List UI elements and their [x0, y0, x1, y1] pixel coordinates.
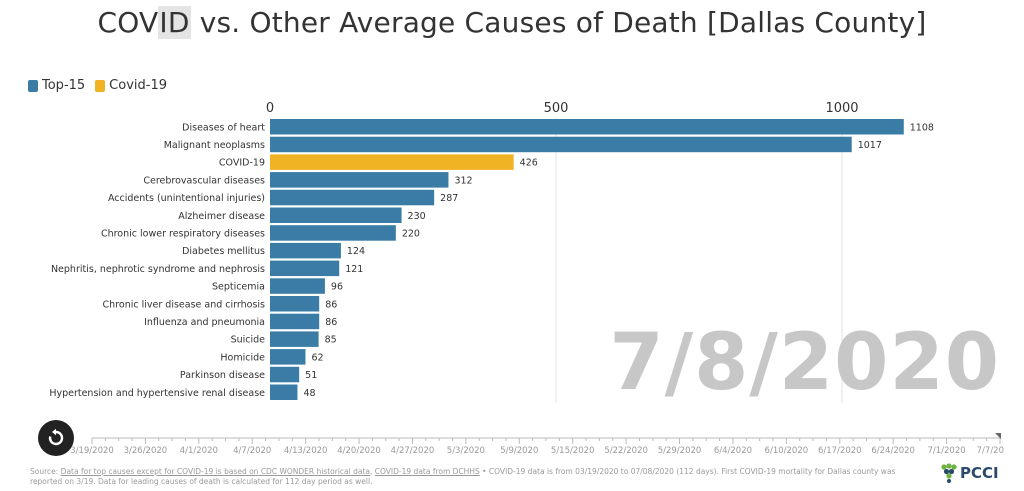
data-label: 1108	[910, 122, 934, 133]
replay-button[interactable]	[38, 420, 74, 456]
replay-icon	[48, 428, 64, 446]
pcci-logo: PCCI	[940, 462, 999, 484]
x-tick-label: 500	[544, 101, 569, 116]
bar	[270, 207, 402, 223]
category-label: Diabetes mellitus	[182, 246, 265, 257]
category-label: COVID-19	[219, 158, 265, 169]
timeline-label: 4/27/2020	[391, 446, 435, 456]
x-tick-label: 1000	[825, 101, 858, 116]
bar	[270, 349, 306, 365]
data-label: 86	[325, 299, 337, 310]
data-label: 426	[520, 158, 538, 169]
legend-swatch-covid	[95, 79, 106, 92]
timeline-label: 7/1/2020	[927, 446, 965, 456]
bar	[270, 119, 904, 135]
data-label: 230	[408, 211, 426, 222]
data-label: 96	[331, 282, 343, 293]
timeline-handle[interactable]	[995, 433, 1001, 439]
category-label: Hypertension and hypertensive renal dise…	[49, 388, 265, 399]
legend-label-covid: Covid-19	[109, 78, 167, 93]
timeline-label: 5/29/2020	[658, 446, 702, 456]
bar	[270, 296, 320, 312]
data-label: 1017	[858, 140, 882, 151]
current-date: 7/8/2020	[609, 318, 1000, 408]
legend: Top-15 Covid-19	[28, 78, 167, 93]
timeline-label: 6/10/2020	[765, 446, 809, 456]
source-link-cdc[interactable]: Data for top causes except for COVID-19 …	[60, 467, 371, 476]
data-label: 312	[454, 175, 472, 186]
timeline-label: 3/26/2020	[124, 446, 168, 456]
timeline-label: 5/3/2020	[447, 446, 485, 456]
title-highlight: ID	[158, 6, 191, 39]
bar	[270, 225, 396, 241]
bar	[270, 242, 341, 259]
timeline-label: 6/24/2020	[871, 446, 915, 456]
data-label: 124	[347, 246, 365, 257]
bar	[270, 154, 514, 170]
source-link-dchhs[interactable]: COVID-19 data from DCHHS	[374, 467, 480, 476]
data-label: 220	[402, 228, 420, 239]
category-label: Alzheimer disease	[178, 211, 265, 222]
data-label: 85	[325, 335, 337, 346]
grape-cluster-icon	[941, 463, 957, 483]
legend-item-top15[interactable]: Top-15	[28, 78, 85, 93]
category-label: Malignant neoplasms	[164, 140, 265, 151]
data-label: 62	[311, 352, 323, 363]
timeline-label: 4/13/2020	[284, 446, 328, 456]
legend-swatch-top15	[28, 79, 38, 92]
category-label: Homicide	[220, 352, 265, 363]
category-label: Suicide	[231, 335, 266, 346]
timeline-label: 5/15/2020	[551, 446, 595, 456]
timeline-label: 4/1/2020	[180, 446, 218, 456]
bar	[270, 278, 325, 294]
legend-item-covid[interactable]: Covid-19	[95, 78, 167, 93]
bar	[270, 172, 449, 188]
timeline-label: 3/19/2020	[70, 446, 114, 456]
category-label: Influenza and pneumonia	[144, 317, 265, 328]
bar	[270, 366, 300, 383]
category-label: Accidents (unintentional injuries)	[108, 193, 265, 204]
timeline-label: 6/4/2020	[714, 446, 752, 456]
category-label: Chronic lower respiratory diseases	[101, 228, 265, 239]
timeline-label: 6/17/2020	[818, 446, 862, 456]
category-label: Cerebrovascular diseases	[143, 175, 265, 186]
data-label: 48	[303, 388, 315, 399]
timeline-label: 7/7/20	[977, 446, 1004, 456]
bar	[270, 136, 852, 153]
timeline-label: 5/9/2020	[500, 446, 538, 456]
timeline-label: 4/20/2020	[337, 446, 381, 456]
bar	[270, 313, 320, 330]
bar	[270, 189, 435, 206]
timeline-label: 5/22/2020	[604, 446, 648, 456]
category-label: Chronic liver disease and cirrhosis	[103, 299, 265, 310]
data-label: 51	[305, 370, 317, 381]
x-tick-label: 0	[266, 101, 274, 116]
bar	[270, 260, 340, 277]
category-label: Parkinson disease	[180, 370, 265, 381]
chart-title: COVID vs. Other Average Causes of Death …	[97, 6, 927, 39]
bar	[270, 384, 298, 400]
data-label: 287	[440, 193, 458, 204]
bar	[270, 331, 319, 347]
legend-label-top15: Top-15	[42, 78, 86, 93]
data-label: 86	[325, 317, 337, 328]
category-label: Nephritis, nephrotic syndrome and nephro…	[51, 264, 265, 275]
data-label: 121	[345, 264, 363, 275]
category-label: Diseases of heart	[182, 122, 265, 133]
category-label: Septicemia	[212, 282, 265, 293]
source-footnote: Source: Data for top causes except for C…	[30, 467, 896, 486]
timeline-label: 4/7/2020	[233, 446, 271, 456]
logo-text: PCCI	[960, 464, 999, 482]
